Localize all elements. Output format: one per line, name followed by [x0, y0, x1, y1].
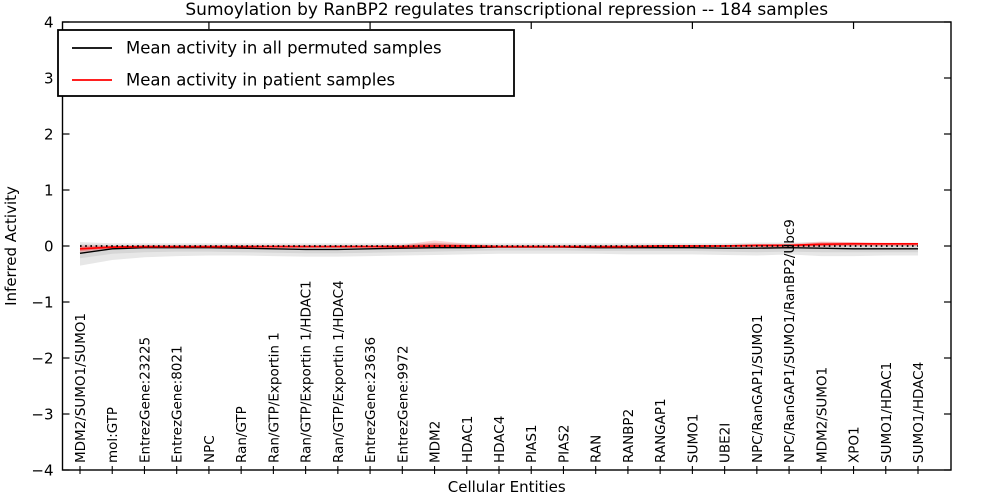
x-tick-label: SUMO1 [685, 414, 701, 463]
y-tick-label: 3 [44, 70, 54, 88]
y-tick-label: 2 [44, 126, 54, 144]
y-tick-label: 1 [44, 182, 54, 200]
x-tick-label: MDM2/SUMO1/SUMO1 [73, 313, 89, 463]
x-tick-label: UBE2I [718, 423, 734, 463]
x-tick-label: SUMO1/HDAC1 [879, 362, 895, 463]
y-axis-label: Inferred Activity [2, 186, 20, 306]
y-tick-label: −4 [31, 462, 53, 480]
x-axis-label: Cellular Entities [448, 478, 566, 496]
x-tick-label: SUMO1/HDAC4 [911, 362, 927, 463]
legend-label: Mean activity in all permuted samples [126, 39, 442, 58]
x-tick-label: EntrezGene:23636 [363, 337, 379, 463]
x-tick-label: Ran/GTP/Exportin 1 [266, 332, 282, 463]
x-tick-label: RANBP2 [621, 409, 637, 463]
x-tick-label: EntrezGene:23225 [137, 337, 153, 463]
x-tick-label: Ran/GTP/Exportin 1/HDAC1 [299, 280, 315, 463]
legend-label: Mean activity in patient samples [126, 71, 395, 90]
y-tick-label: 4 [44, 14, 54, 32]
x-tick-label: Ran/GTP/Exportin 1/HDAC4 [331, 280, 347, 463]
x-tick-label: PIAS1 [524, 424, 540, 463]
chart-title: Sumoylation by RanBP2 regulates transcri… [185, 0, 828, 20]
x-tick-label: NPC/RanGAP1/SUMO1 [750, 315, 766, 463]
x-tick-label: HDAC4 [492, 416, 508, 463]
x-tick-label: NPC/RanGAP1/SUMO1/RanBP2/Ubc9 [782, 219, 798, 463]
x-tick-label: Ran/GTP [234, 406, 250, 463]
x-tick-label: PIAS2 [556, 424, 572, 463]
legend-box [57, 29, 515, 97]
x-tick-label: RAN [589, 435, 605, 463]
y-tick-label: −3 [31, 406, 53, 424]
y-tick-label: −2 [31, 350, 53, 368]
y-tick-label: −1 [31, 294, 53, 312]
x-tick-label: EntrezGene:8021 [170, 345, 186, 463]
x-tick-label: HDAC1 [460, 416, 476, 463]
x-tick-label: mol:GTP [105, 407, 121, 463]
y-tick-label: 0 [44, 238, 54, 256]
x-tick-label: EntrezGene:9972 [395, 345, 411, 463]
x-tick-label: RANGAP1 [653, 398, 669, 463]
x-tick-label: MDM2/SUMO1 [814, 367, 830, 463]
x-tick-label: MDM2 [428, 421, 444, 463]
x-tick-label: NPC [202, 435, 218, 463]
x-tick-label: XPO1 [847, 426, 863, 463]
